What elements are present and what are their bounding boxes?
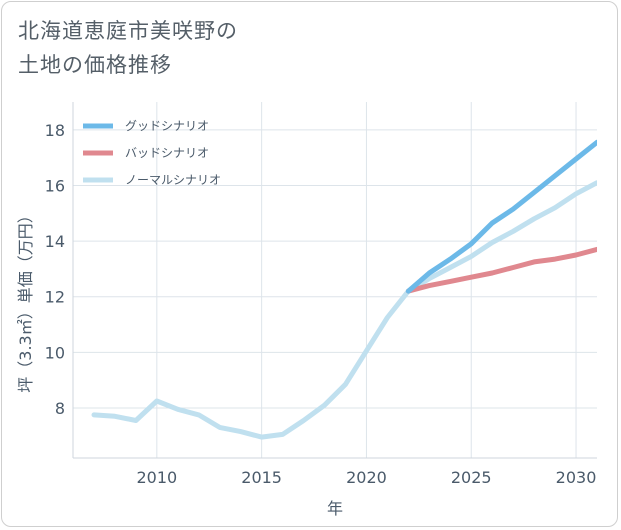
series-line-1 bbox=[405, 246, 597, 294]
x-tick-label-2020: 2020 bbox=[346, 468, 387, 487]
y-tick-label-16: 16 bbox=[45, 176, 65, 195]
series-line-0 bbox=[405, 139, 597, 294]
x-axis-label: 年 bbox=[327, 499, 343, 518]
y-tick-label-8: 8 bbox=[55, 399, 65, 418]
title-line-2: 土地の価格推移 bbox=[18, 53, 172, 77]
x-tick-label-2030: 2030 bbox=[556, 468, 597, 487]
x-tick-label-2025: 2025 bbox=[451, 468, 492, 487]
legend-label-2: ノーマルシナリオ bbox=[125, 173, 221, 187]
y-tick-label-10: 10 bbox=[45, 343, 65, 362]
y-tick-label-18: 18 bbox=[45, 121, 65, 140]
chart-title: 北海道恵庭市美咲野の 土地の価格推移 bbox=[18, 14, 438, 82]
x-tick-label-2010: 2010 bbox=[136, 468, 177, 487]
x-tick-label-2015: 2015 bbox=[241, 468, 282, 487]
series-line-2 bbox=[91, 180, 597, 440]
title-line-1: 北海道恵庭市美咲野の bbox=[18, 19, 238, 43]
y-tick-label-12: 12 bbox=[45, 288, 65, 307]
legend-label-1: バッドシナリオ bbox=[125, 146, 209, 160]
y-tick-label-14: 14 bbox=[45, 232, 65, 251]
series-lines bbox=[91, 139, 597, 440]
y-axis-label: 坪（3.3㎡）単価（万円） bbox=[16, 207, 35, 392]
axes: 2010 2015 2020 2025 2030 8 10 12 14 16 18 bbox=[45, 102, 597, 487]
legend-label-0: グッドシナリオ bbox=[125, 119, 209, 133]
